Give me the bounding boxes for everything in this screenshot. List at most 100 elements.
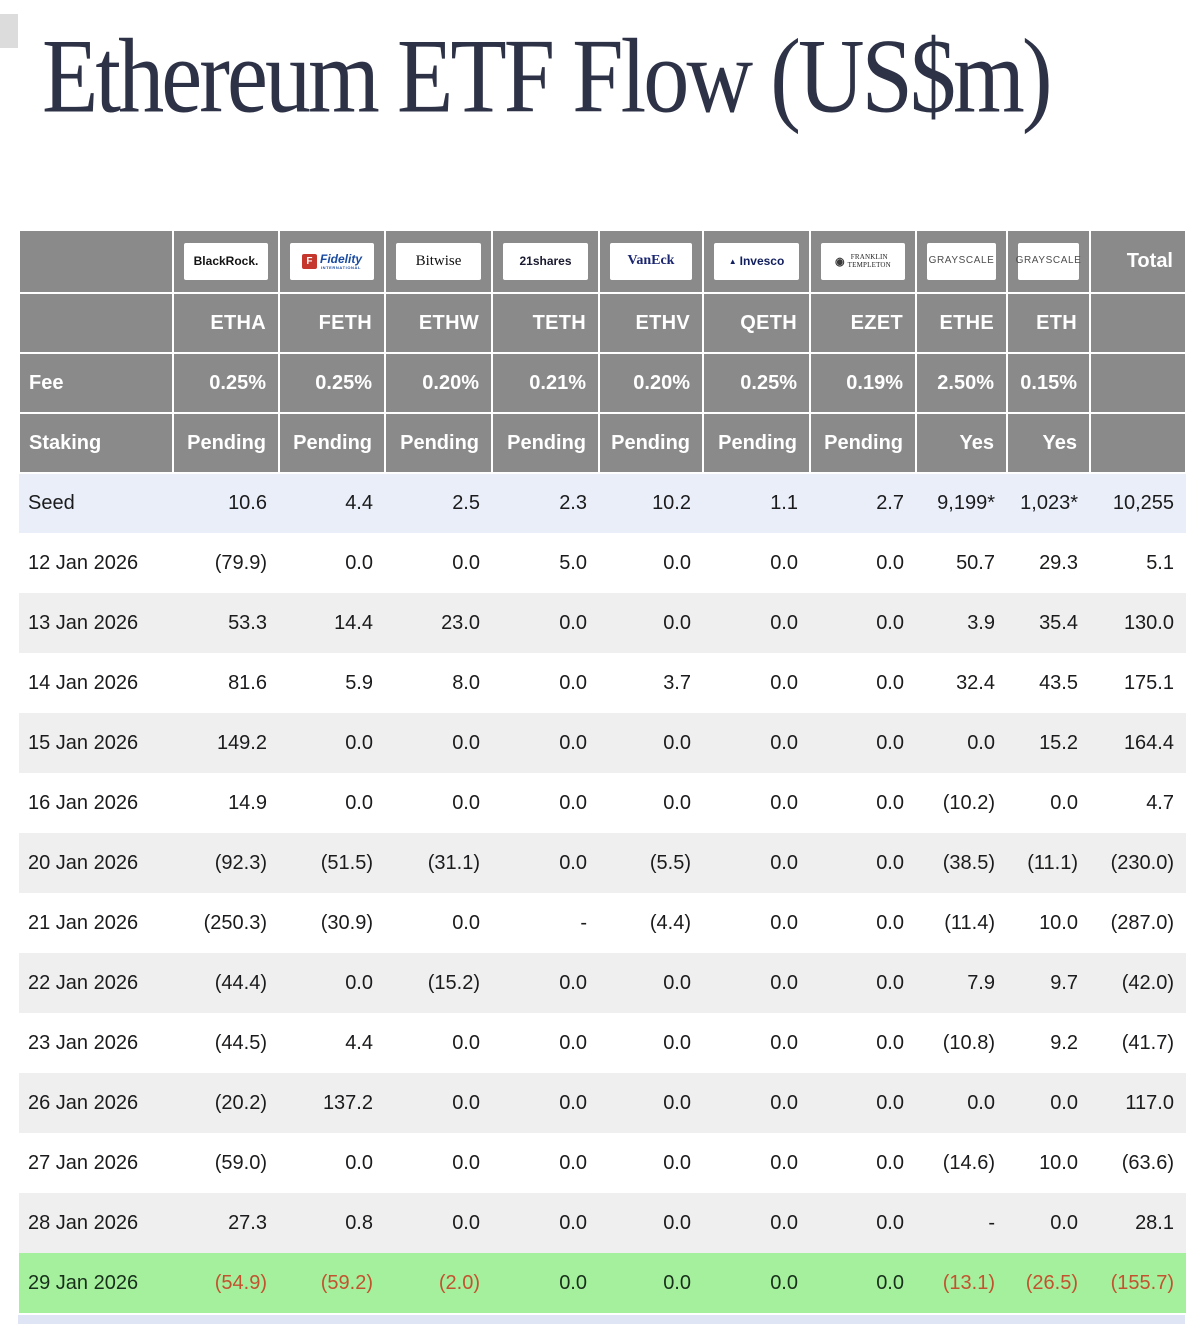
- page-title: Ethereum ETF Flow (US$m): [42, 16, 1053, 135]
- cell: 0.0: [385, 1193, 492, 1253]
- cell: 0.0: [810, 593, 916, 653]
- staking-ETHE: Yes: [915, 412, 1008, 474]
- cell: 0.0: [703, 1253, 810, 1313]
- cell: 0.0: [916, 713, 1007, 773]
- cell: 0.0: [599, 593, 703, 653]
- cell: (4.4): [599, 893, 703, 953]
- cell: (15.2): [385, 953, 492, 1013]
- cell: 28.1: [1090, 1193, 1186, 1253]
- cell: 0.0: [810, 953, 916, 1013]
- cell: 0.0: [1007, 1193, 1090, 1253]
- ticker-ETHA: ETHA: [172, 292, 280, 354]
- fee-ETH: 0.15%: [1006, 352, 1091, 414]
- row-label: Seed: [19, 473, 173, 533]
- vaneck-logo-text: VanEck: [627, 253, 675, 269]
- cell: 14.9: [173, 773, 279, 833]
- cell: 0.0: [599, 713, 703, 773]
- fee-ETHW: 0.20%: [384, 352, 493, 414]
- cell: 130.0: [1090, 593, 1186, 653]
- grayscale-ethe-logo: GRAYSCALE: [927, 243, 996, 280]
- cell: 0.0: [599, 1073, 703, 1133]
- table-row: 15 Jan 2026 149.2 0.0 0.0 0.0 0.0 0.0 0.0 0.0 15.…: [19, 713, 1186, 773]
- cell: 0.0: [810, 833, 916, 893]
- row-label: 23 Jan 2026: [19, 1013, 173, 1073]
- cell: 0.0: [385, 773, 492, 833]
- cell: (11.4): [916, 893, 1007, 953]
- cell: 0.8: [279, 1193, 385, 1253]
- bitwise-logo-text: Bitwise: [416, 253, 462, 270]
- cell: 15.2: [1007, 713, 1090, 773]
- cell: 0.0: [385, 533, 492, 593]
- cell: 0.0: [492, 653, 599, 713]
- cell: 0.0: [279, 533, 385, 593]
- blackrock-logo-line: BlackRock.: [193, 254, 259, 269]
- ticker-EZET: EZET: [809, 292, 917, 354]
- invesco-logo-line: Invesco: [739, 254, 785, 269]
- cell: 23.0: [385, 593, 492, 653]
- cell: 0.0: [492, 833, 599, 893]
- cell: 117.0: [1090, 1073, 1186, 1133]
- cell: (11.1): [1007, 833, 1090, 893]
- fee-ETHA: 0.25%: [172, 352, 280, 414]
- cell: 0.0: [279, 773, 385, 833]
- cell: 10.0: [1007, 1133, 1090, 1193]
- table-row: 21 Jan 2026 (250.3) (30.9) 0.0- (4.4) 0.0 0.0(…: [19, 893, 1186, 953]
- cell: 5.1: [1090, 533, 1186, 593]
- cell: 7.9: [916, 953, 1007, 1013]
- cell: 4.4: [279, 473, 385, 533]
- cell: (59.2): [279, 1253, 385, 1313]
- cell: (14.6): [916, 1133, 1007, 1193]
- cell: (10.8): [916, 1013, 1007, 1073]
- ticker-ETHV: ETHV: [598, 292, 704, 354]
- cell: 0.0: [599, 533, 703, 593]
- vaneck-logo-line: VanEck: [627, 253, 675, 269]
- fee-EZET: 0.19%: [809, 352, 917, 414]
- grayscale-eth-column-header: GRAYSCALE: [1006, 229, 1091, 294]
- cell: (10.2): [916, 773, 1007, 833]
- cell: (230.0): [1090, 833, 1186, 893]
- cell: 10.0: [1007, 893, 1090, 953]
- staking-row: Staking Pending Pending Pending Pending Pendi…: [18, 412, 1187, 474]
- cell: (30.9): [279, 893, 385, 953]
- cell: 2.3: [492, 473, 599, 533]
- cell: 0.0: [703, 593, 810, 653]
- row-label: 13 Jan 2026: [19, 593, 173, 653]
- cell: 0.0: [492, 1133, 599, 1193]
- table-row: 16 Jan 2026 14.9 0.0 0.0 0.0 0.0 0.0 0.0 (10.2) 0…: [19, 773, 1186, 833]
- cell: 0.0: [916, 1073, 1007, 1133]
- cell: 0.0: [703, 1133, 810, 1193]
- cell: 0.0: [492, 1193, 599, 1253]
- staking-ETHW: Pending: [384, 412, 493, 474]
- cell: 3.7: [599, 653, 703, 713]
- cell: 5.0: [492, 533, 599, 593]
- franklin-templeton-logo-text: FRANKLIN TEMPLETON: [848, 253, 891, 269]
- fee-FETH: 0.25%: [278, 352, 386, 414]
- ticker-total-blank: [1089, 292, 1187, 354]
- cell: (51.5): [279, 833, 385, 893]
- cell: 29.3: [1007, 533, 1090, 593]
- row-label: 14 Jan 2026: [19, 653, 173, 713]
- cell: (31.1): [385, 833, 492, 893]
- table-row: 20 Jan 2026 (92.3) (51.5) (31.1) 0.0 (5.5) 0.0…: [19, 833, 1186, 893]
- cell: 1,023*: [1007, 473, 1090, 533]
- cell: (44.5): [173, 1013, 279, 1073]
- ticker-TETH: TETH: [491, 292, 600, 354]
- cell: 50.7: [916, 533, 1007, 593]
- table-row: 13 Jan 2026 53.3 14.4 23.0 0.0 0.0 0.0 0.0 3.9 35…: [19, 593, 1186, 653]
- cell: (54.9): [173, 1253, 279, 1313]
- cell: 27.3: [173, 1193, 279, 1253]
- ticker-QETH: QETH: [702, 292, 811, 354]
- provider-logo-row: BlackRock. F Fidelity INTERNATIONAL Bitwise 2…: [18, 229, 1187, 294]
- cell: 0.0: [599, 1133, 703, 1193]
- cell: 4.4: [279, 1013, 385, 1073]
- fidelity-logo-subtext: INTERNATIONAL: [320, 264, 362, 270]
- cell: 0.0: [703, 1013, 810, 1073]
- fee-total-blank: [1089, 352, 1187, 414]
- cell: (92.3): [173, 833, 279, 893]
- cell: 0.0: [492, 1253, 599, 1313]
- etf-flow-table: BlackRock. F Fidelity INTERNATIONAL Bitwise 2…: [18, 229, 1187, 1313]
- cell: 10.6: [173, 473, 279, 533]
- cell: (2.0): [385, 1253, 492, 1313]
- cell: (41.7): [1090, 1013, 1186, 1073]
- vaneck-column-header: VanEck: [598, 229, 704, 294]
